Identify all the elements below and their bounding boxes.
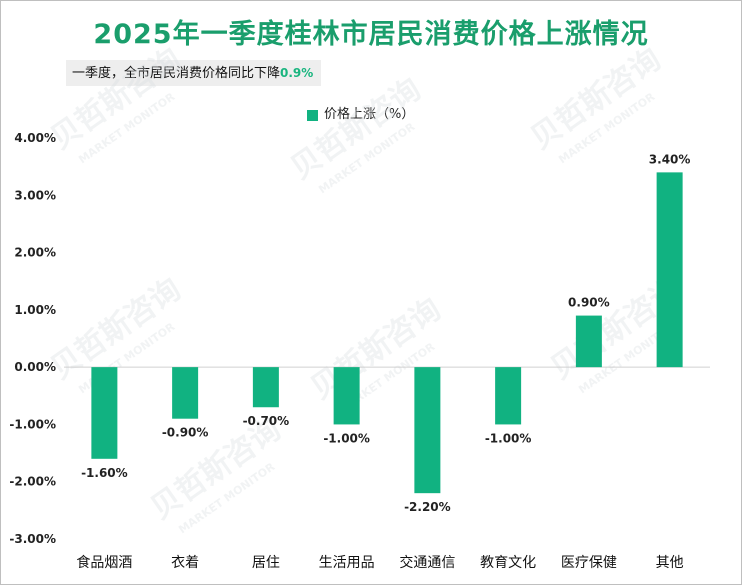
x-tick-label: 医疗保健 [561, 555, 617, 571]
chart-title: 2025年一季度桂林市居民消费价格上涨情况 [93, 19, 649, 50]
x-tick-label: 教育文化 [480, 555, 536, 571]
x-tick-label: 生活用品 [319, 555, 375, 571]
x-tick-label: 食品烟酒 [76, 554, 132, 571]
bar [172, 367, 199, 419]
bar [495, 367, 522, 425]
bar [91, 367, 118, 459]
bar [252, 367, 279, 408]
y-tick-label: -3.00% [9, 532, 56, 546]
legend-swatch [307, 109, 318, 121]
chart-subtitle: 一季度，全市居民消费价格同比下降0.9% [66, 60, 322, 86]
data-label: -1.60% [81, 466, 128, 480]
bar [575, 315, 602, 368]
y-tick-label: 4.00% [14, 131, 56, 145]
x-tick-label: 其他 [656, 555, 684, 571]
data-label: -0.70% [243, 414, 290, 428]
x-tick-label: 居住 [252, 555, 280, 571]
bar [333, 367, 360, 425]
data-label: 0.90% [568, 296, 610, 310]
x-tick-label: 衣着 [171, 555, 199, 571]
data-label: -1.00% [485, 431, 532, 445]
data-label: -1.00% [323, 431, 370, 445]
data-label: -0.90% [162, 426, 209, 440]
subtitle-text: 一季度，全市居民消费价格同比下降 [72, 66, 281, 81]
bar [414, 367, 441, 494]
y-tick-label: -1.00% [9, 417, 56, 431]
bar [656, 172, 683, 368]
y-tick-label: 3.00% [14, 188, 56, 202]
legend: 价格上涨（%） [307, 106, 414, 124]
x-tick-label: 交通通信 [399, 554, 455, 571]
data-label: -2.20% [404, 500, 451, 514]
y-tick-label: 0.00% [14, 360, 56, 374]
legend-label: 价格上涨（%） [324, 107, 415, 122]
y-tick-label: 1.00% [14, 303, 56, 317]
subtitle-highlight-value: 0.9% [280, 66, 314, 80]
y-tick-label: -2.00% [9, 475, 56, 489]
data-label: 3.40% [649, 152, 691, 166]
y-tick-label: 2.00% [14, 246, 56, 260]
